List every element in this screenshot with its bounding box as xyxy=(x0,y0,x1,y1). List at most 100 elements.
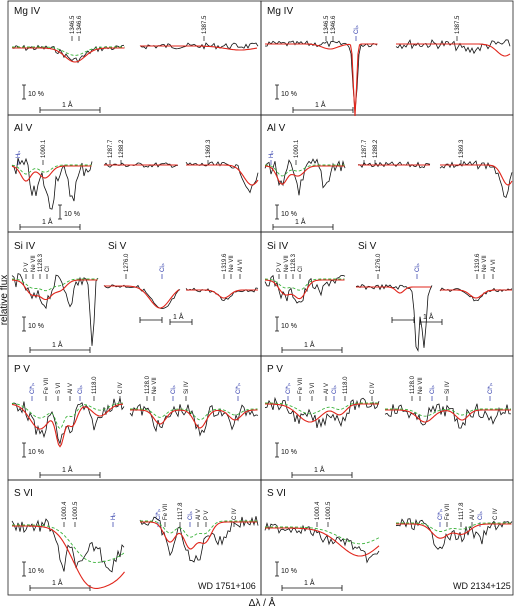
line-id-label: 1276.0 xyxy=(124,253,130,272)
line-id-label: 1288.2 xyxy=(373,139,379,158)
line-id-label: 1346.6 xyxy=(331,15,337,34)
flux-scale-label: 10 % xyxy=(28,91,44,98)
line-id-label: Al VI xyxy=(491,259,497,272)
line-id-label: 1000.5 xyxy=(326,501,332,520)
panel-r5-right xyxy=(260,479,514,596)
line-id-label: S VI xyxy=(310,382,316,394)
model-spectrum xyxy=(140,45,258,51)
observed-spectrum xyxy=(185,161,259,194)
line-id-label: Cl*ᵢₛ xyxy=(488,383,494,394)
line-id-label: 1090.1 xyxy=(41,139,47,158)
line-id-label: Clᵢₛ xyxy=(478,511,484,520)
line-id-label: 1000.4 xyxy=(62,501,68,520)
line-id-label: Clᵢₛ xyxy=(332,385,338,394)
observed-spectrum xyxy=(11,397,125,445)
panel-r3-right xyxy=(260,231,514,357)
wave-scale-label: 1 Å xyxy=(295,217,306,226)
line-id-label: 1117.8 xyxy=(178,502,184,520)
line-id-label: 1346.5 xyxy=(70,15,76,34)
alt-model-spectrum xyxy=(140,520,257,538)
alt-model-spectrum xyxy=(264,164,345,177)
line-id-label: Cl xyxy=(45,266,51,272)
flux-scale-label: 10 % xyxy=(28,323,44,330)
observed-spectrum xyxy=(11,273,99,346)
line-identifications: 1346.5 1346.6 1387.5 1346.5 1346.6 Clᵢₛ 1387.5… xyxy=(16,15,499,527)
ion-label: Al V xyxy=(14,123,33,134)
ion-label: S VI xyxy=(14,488,33,499)
line-id-label: Al V xyxy=(196,509,202,520)
line-id-label: 1128.3 xyxy=(291,253,297,272)
ion-label: P V xyxy=(267,364,283,375)
line-id-label: 1090.1 xyxy=(294,139,300,158)
ion-label: Mg IV xyxy=(267,6,293,17)
line-id-label: Cl*ᵢₛ xyxy=(438,509,444,520)
line-id-label: Clᵢₛ xyxy=(354,25,360,34)
line-id-label: 1346.6 xyxy=(77,15,83,34)
line-id-label: 1288.2 xyxy=(119,139,125,158)
line-id-label: 1117.8 xyxy=(459,502,465,520)
scale-labels: 10 % 10 % 10 % 10 % 10 % 10 % 10 % 10 % … xyxy=(28,91,434,587)
line-id-label: Clᵢₛ xyxy=(430,385,436,394)
line-id-label: 1000.5 xyxy=(73,501,79,520)
ion-label: Si V xyxy=(108,241,127,252)
line-id-label: Cl*ᵢₛ xyxy=(30,383,36,394)
line-id-label: 1128.0 xyxy=(410,375,416,394)
panel-r2-left xyxy=(7,114,262,233)
model-spectrum xyxy=(130,409,258,429)
star-name: WD 1751+106 xyxy=(198,581,256,591)
model-spectrum xyxy=(440,164,513,186)
line-id-label: 1346.5 xyxy=(324,15,330,34)
star-name: WD 2134+125 xyxy=(453,581,511,591)
model-spectrum xyxy=(265,279,345,300)
flux-scale-label: 10 % xyxy=(281,568,297,575)
line-id-label: P V xyxy=(24,262,30,272)
ion-label: S VI xyxy=(267,488,286,499)
flux-scale-label: 10 % xyxy=(281,323,297,330)
alt-model-spectrum xyxy=(265,402,379,415)
model-spectrum xyxy=(265,165,345,185)
line-id-label: Clᵢₛ xyxy=(415,263,421,272)
alt-model-spectrum xyxy=(11,278,98,292)
observed-spectrum xyxy=(11,157,93,210)
line-id-label: Fe VII xyxy=(163,504,169,520)
alt-model-spectrum xyxy=(11,164,92,175)
panel-r1-left xyxy=(7,0,262,116)
model-spectrum xyxy=(265,527,380,557)
model-spectrum xyxy=(385,409,511,423)
panel-r5-left xyxy=(7,479,262,596)
line-id-label: 1387.5 xyxy=(455,15,461,34)
ion-label: Al V xyxy=(267,123,286,134)
line-id-label: 1369.3 xyxy=(459,139,465,158)
line-id-label: 1128.3 xyxy=(38,253,44,272)
line-id-label: Ne VII xyxy=(284,255,290,272)
flux-scale-label: 10 % xyxy=(281,91,297,98)
line-id-label: 1287.7 xyxy=(362,139,368,158)
line-id-label: Clᵢₛ xyxy=(188,511,194,520)
line-id-label: Fe VII xyxy=(445,504,451,520)
panel-r4-left xyxy=(7,355,262,481)
wave-scale-label: 1 Å xyxy=(52,340,63,349)
alt-model-spectrum xyxy=(130,408,258,421)
line-id-label: Ne VII xyxy=(418,377,424,394)
alt-model-spectrum xyxy=(11,402,124,430)
wave-scale-label: 1 Å xyxy=(52,578,63,587)
line-id-label: Al V xyxy=(470,509,476,520)
line-id-label: 1319.6 xyxy=(475,253,481,272)
line-id-label: Fe VII xyxy=(298,378,304,394)
line-id-label: 1387.5 xyxy=(202,15,208,34)
ion-label: P V xyxy=(14,364,30,375)
model-spectrum xyxy=(356,286,431,294)
line-id-label: Cl*ᵢₛ xyxy=(156,509,162,520)
observed-spectrum xyxy=(103,162,179,168)
model-spectrum xyxy=(104,285,180,309)
line-id-label: Hᵢₛ xyxy=(16,150,22,158)
line-id-label: Clᵢₛ xyxy=(171,385,177,394)
panel-r4-right xyxy=(260,355,514,481)
model-spectrum xyxy=(265,43,378,117)
line-id-label: Ne VII xyxy=(229,255,235,272)
line-id-label: Al V xyxy=(68,383,74,394)
model-spectrum xyxy=(186,289,258,299)
line-id-label: 1369.3 xyxy=(206,139,212,158)
alt-model-spectrum xyxy=(265,526,380,545)
line-id-label: Cl xyxy=(298,266,304,272)
